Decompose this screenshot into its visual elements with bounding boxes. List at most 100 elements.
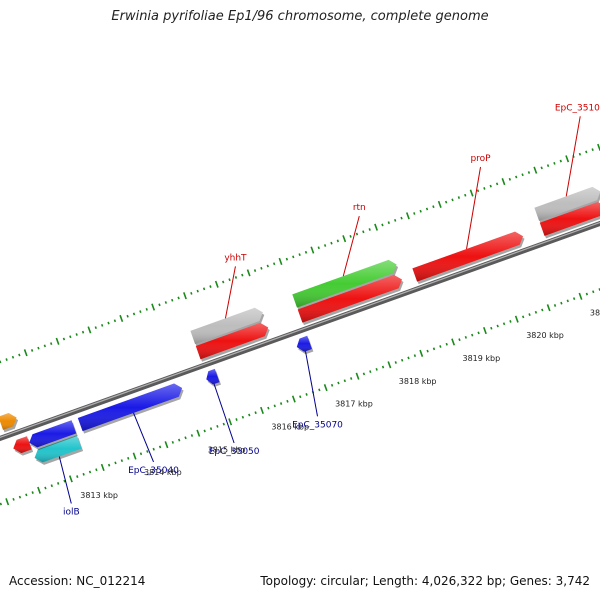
tick-mark [362, 372, 366, 376]
gene-red-yhhT[interactable] [195, 322, 270, 362]
gene-red-proP[interactable] [412, 231, 525, 285]
chromosome-backbone [0, 220, 600, 442]
tick-mark [62, 337, 66, 341]
gene-features[interactable] [0, 186, 600, 465]
gene-red-EpC_35100[interactable] [539, 202, 600, 239]
tick-mark [183, 292, 187, 300]
tick-mark [291, 395, 296, 403]
tick-mark [76, 475, 79, 478]
gene-grey-EpC_35100[interactable] [534, 186, 600, 224]
tick-mark [278, 257, 283, 266]
tick-mark [12, 498, 15, 501]
tick-mark [50, 342, 53, 345]
tick-mark [18, 495, 22, 499]
tick-mark [5, 498, 10, 506]
gene-red-edge[interactable] [13, 436, 34, 456]
tick-mark [439, 345, 442, 348]
gene-label: proP [470, 154, 491, 164]
tick-mark [228, 278, 231, 282]
tick-mark [317, 246, 320, 250]
accession-label: Accession: NC_012214 [9, 574, 146, 588]
tick-mark [349, 234, 352, 238]
tick-mark [292, 255, 295, 259]
tick-mark [63, 479, 66, 483]
tick-mark [413, 212, 416, 215]
tick-mark [37, 486, 41, 494]
tick-mark [68, 475, 73, 483]
tick-mark [541, 308, 544, 312]
tick-mark [337, 381, 340, 385]
tick-mark [419, 349, 424, 357]
tick-mark [432, 347, 436, 351]
gene-red-rtn[interactable] [297, 275, 404, 326]
tick-mark [216, 424, 219, 428]
tick-mark [527, 171, 531, 174]
tick-mark [387, 221, 390, 225]
tick-mark [522, 315, 525, 319]
tick-mark [57, 482, 60, 485]
tick-mark [132, 452, 137, 460]
tick-mark [405, 212, 410, 220]
tick-mark [489, 184, 492, 188]
tick-mark [164, 301, 168, 304]
gene-shading [539, 202, 600, 236]
gene-shading [195, 322, 269, 360]
tick-mark [578, 292, 583, 300]
gene-blue-1[interactable] [29, 420, 78, 450]
tick-mark [158, 303, 161, 307]
tick-mark [591, 148, 594, 152]
tick-mark [202, 287, 206, 291]
tick-mark [214, 280, 219, 288]
tick-mark [458, 338, 461, 342]
gene-blue-EpC_35050[interactable] [206, 368, 221, 387]
tick-mark [400, 216, 403, 220]
tick-mark [336, 239, 340, 243]
scale-labels: 3813 kbp 3814 kbp 3815 kbp 3816 kbp 3817 kbp… [80, 308, 600, 500]
scale-label: 3816 kbp [271, 422, 309, 431]
tick-mark [355, 372, 360, 380]
tick-mark [451, 198, 454, 202]
tick-mark [592, 290, 595, 294]
tick-mark [266, 264, 269, 268]
gene-blue-EpC_35040[interactable] [77, 383, 184, 434]
tick-mark [69, 335, 72, 339]
tick-mark [127, 456, 130, 460]
scale-label: 3817 kbp [335, 400, 373, 409]
gene-grey-yhhT[interactable] [190, 307, 265, 347]
tick-mark [496, 324, 499, 328]
scale-label: 3819 kbp [463, 354, 501, 363]
tick-mark [75, 333, 78, 336]
tick-mark [445, 342, 448, 346]
tick-mark [419, 209, 422, 213]
tick-mark [368, 228, 371, 231]
tick-mark [407, 356, 410, 360]
tick-mark [50, 484, 53, 488]
tick-mark [177, 296, 180, 300]
scale-label: 3814 kbp [144, 468, 182, 477]
backbone-line [0, 220, 600, 442]
tick-mark [304, 250, 308, 254]
tick-mark [272, 262, 276, 266]
tick-mark [171, 298, 174, 302]
gene-shading [412, 231, 523, 282]
gene-blue-EpC_35070[interactable] [296, 335, 314, 355]
label-leader [213, 383, 235, 444]
tick-mark [508, 177, 511, 181]
gene-cyan-iolB[interactable] [34, 435, 84, 465]
scale-label: 3821 kbp [590, 308, 600, 317]
tick-mark [528, 313, 531, 316]
tick-mark [246, 269, 251, 277]
gene-shading [29, 420, 77, 448]
gene-shading [13, 436, 32, 454]
tick-mark [323, 244, 327, 247]
gene-shading [292, 259, 397, 308]
tick-mark [425, 207, 429, 211]
gene-green-rtn[interactable] [292, 259, 399, 311]
tick-mark [164, 441, 169, 449]
tick-mark [171, 440, 174, 444]
tick-mark [323, 384, 328, 392]
label-leader [58, 456, 72, 504]
gene-orange-edge[interactable] [0, 413, 19, 433]
tick-mark [381, 365, 385, 369]
